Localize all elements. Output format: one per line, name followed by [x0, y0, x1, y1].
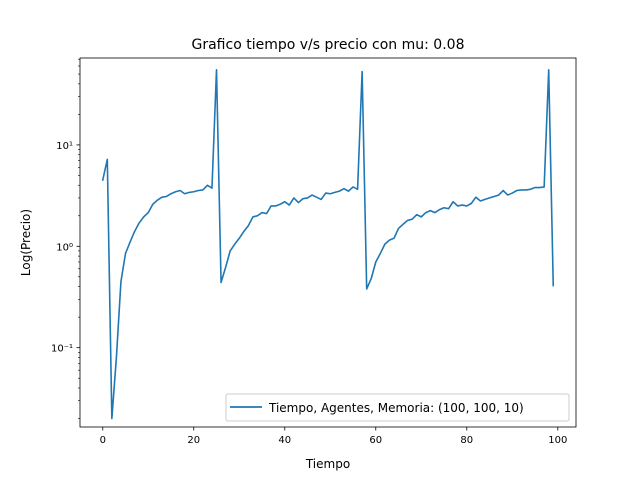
plot-frame	[79, 57, 577, 428]
x-tick-label: 100	[548, 435, 567, 446]
legend-box	[225, 393, 570, 422]
x-tick-label: 80	[460, 435, 473, 446]
legend-label: Tiempo, Agentes, Memoria: (100, 100, 10)	[268, 401, 524, 415]
legend: Tiempo, Agentes, Memoria: (100, 100, 10)	[225, 393, 570, 422]
y-tick-label: 10¹	[56, 141, 73, 152]
x-tick-label: 0	[100, 435, 106, 446]
plot-background	[80, 58, 576, 427]
chart-title: Grafico tiempo v/s precio con mu: 0.08	[192, 37, 465, 53]
x-tick-label: 40	[278, 435, 291, 446]
y-tick-label: 10⁰	[56, 242, 73, 253]
y-tick-label: 10⁻¹	[51, 344, 73, 355]
x-tick-label: 60	[369, 435, 382, 446]
series-line	[101, 69, 555, 420]
x-tick-label: 20	[187, 435, 200, 446]
series-layer	[101, 69, 555, 420]
y-axis-label: Log(Precio)	[19, 209, 33, 276]
x-axis-label: Tiempo	[305, 457, 350, 471]
